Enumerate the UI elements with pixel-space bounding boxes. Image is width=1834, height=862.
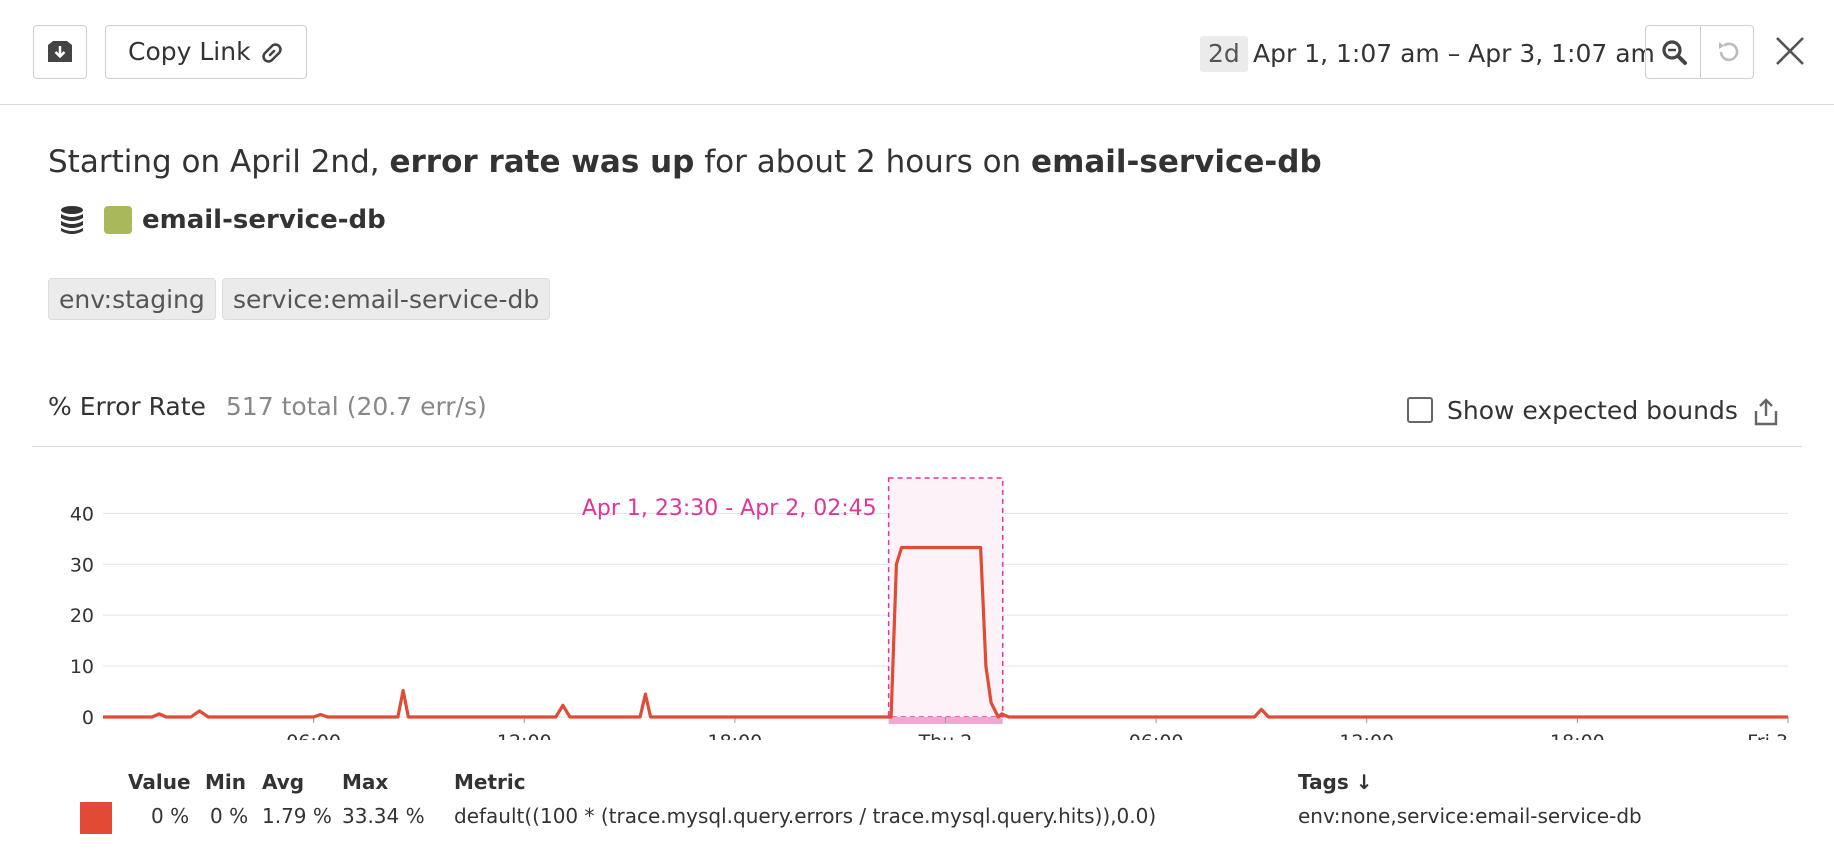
summary-prefix: Starting on April 2nd, bbox=[48, 144, 390, 180]
database-icon bbox=[61, 206, 83, 234]
x-tick-label: 18:00 bbox=[1550, 731, 1605, 740]
x-tick-label: 12:00 bbox=[1339, 731, 1394, 740]
error-rate-chart[interactable]: 0 10 20 30 40 Apr 1, 23:30 - Apr 2, 02:45 06:0… bbox=[0, 470, 1834, 740]
anomaly-summary: Starting on April 2nd, error rate was up… bbox=[48, 144, 1322, 180]
legend-header-metric: Metric bbox=[454, 770, 526, 794]
download-box-icon bbox=[48, 41, 72, 62]
y-tick-label: 10 bbox=[70, 656, 94, 678]
legend-header-avg: Avg bbox=[262, 770, 305, 794]
legend-min: 0 % bbox=[210, 804, 249, 828]
x-tick-label: Thu 2 bbox=[918, 731, 973, 740]
summary-service: email-service-db bbox=[1031, 144, 1322, 180]
summary-middle: for about 2 hours on bbox=[694, 144, 1032, 180]
x-tick-label: 06:00 bbox=[286, 731, 341, 740]
error-rate-series-line[interactable] bbox=[103, 545, 1788, 719]
x-tick-label: 18:00 bbox=[707, 731, 762, 740]
save-to-notebook-button[interactable] bbox=[33, 25, 87, 79]
service-color-swatch bbox=[104, 206, 132, 234]
legend-header-max: Max bbox=[342, 770, 389, 794]
legend-value: 0 % bbox=[151, 804, 190, 828]
undo-icon[interactable] bbox=[1714, 38, 1742, 66]
chart-header: % Error Rate 517 total (20.7 err/s) bbox=[48, 392, 487, 421]
legend-header-tags[interactable]: Tags ↓ bbox=[1298, 770, 1373, 794]
search-icon[interactable] bbox=[1660, 38, 1688, 66]
chart-title: % Error Rate bbox=[48, 392, 206, 421]
legend-avg: 1.79 % bbox=[262, 804, 332, 828]
chart-total: 517 total (20.7 err/s) bbox=[225, 392, 487, 421]
chart-legend: Value Min Avg Max Metric Tags ↓ 0 % 0 % … bbox=[0, 770, 1834, 862]
show-bounds-label[interactable]: Show expected bounds bbox=[1447, 396, 1738, 425]
copy-link-button[interactable]: Copy Link bbox=[105, 25, 307, 79]
legend-tags: env:none,service:email-service-db bbox=[1298, 804, 1642, 828]
x-tick-label: 12:00 bbox=[497, 731, 552, 740]
legend-max: 33.34 % bbox=[342, 804, 425, 828]
legend-series-swatch bbox=[80, 802, 112, 834]
zoom-controls bbox=[1645, 25, 1754, 79]
legend-metric[interactable]: default((100 * (trace.mysql.query.errors… bbox=[454, 804, 1157, 828]
time-range-badge[interactable]: 2d bbox=[1200, 36, 1248, 72]
service-name[interactable]: email-service-db bbox=[142, 205, 386, 235]
chart-divider bbox=[32, 446, 1802, 447]
toolbar: Copy Link 2d Apr 1, 1:07 am – Apr 3, 1:0… bbox=[0, 0, 1834, 105]
legend-header-min: Min bbox=[205, 770, 246, 794]
y-tick-label: 30 bbox=[70, 554, 94, 576]
tag-chip[interactable]: env:staging bbox=[48, 278, 216, 320]
show-bounds-checkbox[interactable] bbox=[1407, 397, 1433, 423]
close-icon[interactable] bbox=[1774, 35, 1806, 67]
share-export-icon[interactable] bbox=[1751, 397, 1781, 427]
x-tick-label: 06:00 bbox=[1129, 731, 1184, 740]
y-tick-label: 0 bbox=[82, 707, 94, 729]
x-tick-label: Fri 3 bbox=[1747, 731, 1788, 740]
y-tick-label: 20 bbox=[70, 605, 94, 627]
link-icon bbox=[262, 43, 282, 63]
anomaly-region[interactable] bbox=[887, 477, 1004, 718]
tag-chip[interactable]: service:email-service-db bbox=[222, 278, 551, 320]
anomaly-label: Apr 1, 23:30 - Apr 2, 02:45 bbox=[582, 496, 877, 521]
copy-link-label: Copy Link bbox=[128, 37, 251, 66]
legend-header-value: Value bbox=[128, 770, 191, 794]
y-tick-label: 40 bbox=[70, 503, 94, 525]
time-range-text[interactable]: Apr 1, 1:07 am – Apr 3, 1:07 am bbox=[1253, 39, 1655, 68]
summary-metric: error rate was up bbox=[389, 144, 695, 180]
zoom-divider bbox=[1700, 26, 1701, 78]
